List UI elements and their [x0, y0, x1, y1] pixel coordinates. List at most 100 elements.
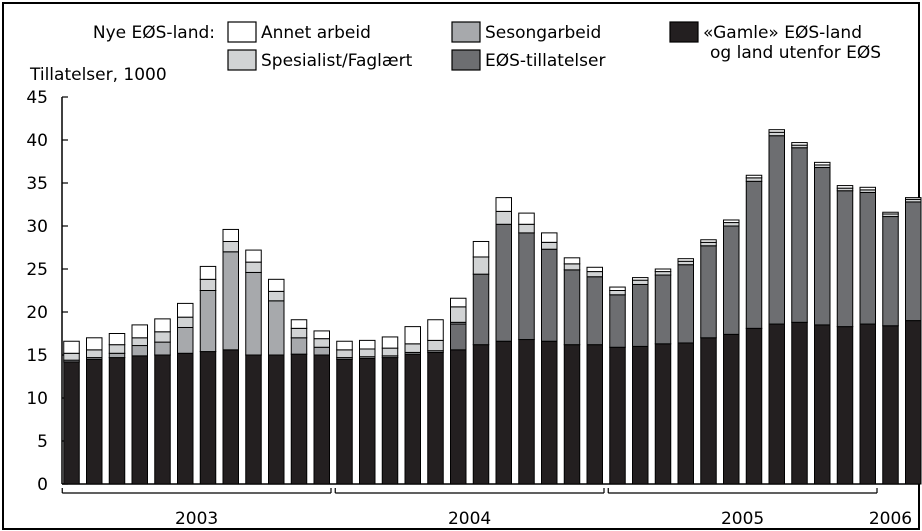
bar-segment [472, 256, 490, 275]
legend-label: Spesialist/Faglært [261, 51, 413, 71]
bar-stack [905, 197, 922, 485]
legend-label: «Gamle» EØS-land [703, 23, 862, 43]
bar-segment [359, 348, 376, 358]
bar-segment [336, 358, 353, 485]
bar-segment [495, 197, 512, 212]
bar-segment [905, 197, 922, 200]
legend-label: Annet arbeid [261, 23, 371, 43]
bar-stack [131, 324, 148, 485]
bar-segment [427, 319, 444, 341]
bar-segment [563, 263, 581, 271]
bar-segment [108, 357, 126, 485]
y-tick-label: 45 [26, 88, 48, 108]
bar-segment [381, 336, 399, 349]
bar-segment [222, 251, 239, 351]
bar-segment [609, 346, 626, 485]
x-tick-label: 2005 [721, 509, 764, 529]
bar-segment [472, 240, 490, 258]
bar-segment [290, 353, 308, 485]
bar-segment [177, 316, 194, 328]
bar-stack [791, 142, 808, 485]
bar-segment [836, 190, 854, 328]
bar-segment [654, 343, 672, 485]
bar-stack [609, 286, 626, 485]
y-tick-label: 30 [26, 217, 48, 237]
legend: Nye EØS-land: Annet arbeid Spesialist/Fagl… [93, 21, 881, 71]
bar-segment [836, 185, 854, 189]
bar-segment [450, 297, 467, 308]
bar-segment [518, 223, 535, 234]
bar-stack [495, 197, 512, 485]
bar-segment [450, 323, 467, 351]
bar-stack [541, 232, 558, 485]
bar-segment [859, 323, 876, 485]
bar-segment [222, 228, 239, 242]
bar-segment [541, 340, 558, 485]
bar-stack [245, 249, 262, 485]
bar-segment [495, 210, 512, 225]
bar-segment [518, 232, 535, 341]
bar-segment [518, 212, 535, 225]
bar-segment [222, 240, 239, 253]
bar-segment [563, 269, 581, 346]
bar-segment [268, 290, 285, 302]
bar-segment [245, 271, 262, 356]
bar-stack [586, 266, 603, 485]
bar-segment [723, 219, 740, 224]
bar-stack [381, 336, 399, 485]
bar-segment [791, 321, 808, 485]
legend-label: Sesongarbeid [485, 23, 601, 43]
bar-stack [563, 257, 581, 485]
bar-stack [313, 330, 330, 485]
legend-swatch [451, 21, 481, 43]
bar-segment [563, 257, 581, 265]
bar-segment [336, 340, 353, 351]
legend-swatch [669, 21, 699, 43]
bar-segment [404, 353, 421, 485]
x-tick-label: 2006 [869, 509, 912, 529]
bar-segment [836, 326, 854, 485]
bar-segment [63, 352, 80, 361]
bar-segment [154, 331, 171, 343]
y-tick-label: 0 [37, 475, 48, 495]
bar-segment [404, 326, 421, 345]
bar-segment [222, 349, 239, 485]
bars [63, 129, 922, 485]
bar-segment [654, 271, 672, 276]
bar-segment [336, 349, 353, 359]
bar-stack [427, 319, 444, 485]
bar-segment [495, 340, 512, 485]
bar-segment [290, 337, 308, 355]
bar-segment [609, 286, 626, 291]
bar-segment [700, 239, 717, 243]
bar-segment [586, 266, 603, 273]
bar-segment [791, 147, 808, 323]
legend-item: Sesongarbeid [451, 21, 601, 43]
bar-segment [450, 349, 467, 485]
x-axis: 2003 2004 2005 2006 [61, 488, 912, 529]
legend-swatch [451, 49, 481, 71]
bar-segment [108, 352, 126, 359]
bar-stack [654, 268, 672, 485]
legend-swatch [227, 49, 257, 71]
bar-stack [177, 302, 194, 485]
bar-segment [814, 167, 831, 326]
y-tick-label: 40 [26, 131, 48, 151]
y-tick-label: 15 [26, 346, 48, 366]
bar-segment [677, 258, 694, 262]
bar-segment [586, 271, 603, 278]
bar-stack [222, 228, 239, 485]
legend-item: Spesialist/Faglært [227, 49, 413, 71]
bar-segment [313, 354, 330, 485]
bar-stack [359, 339, 376, 485]
bar-stack [404, 326, 421, 485]
bar-segment [313, 338, 330, 348]
bar-segment [404, 343, 421, 353]
bar-segment [745, 177, 763, 182]
bar-segment [154, 354, 171, 485]
bar-segment [745, 180, 763, 329]
bar-stack [859, 186, 876, 485]
